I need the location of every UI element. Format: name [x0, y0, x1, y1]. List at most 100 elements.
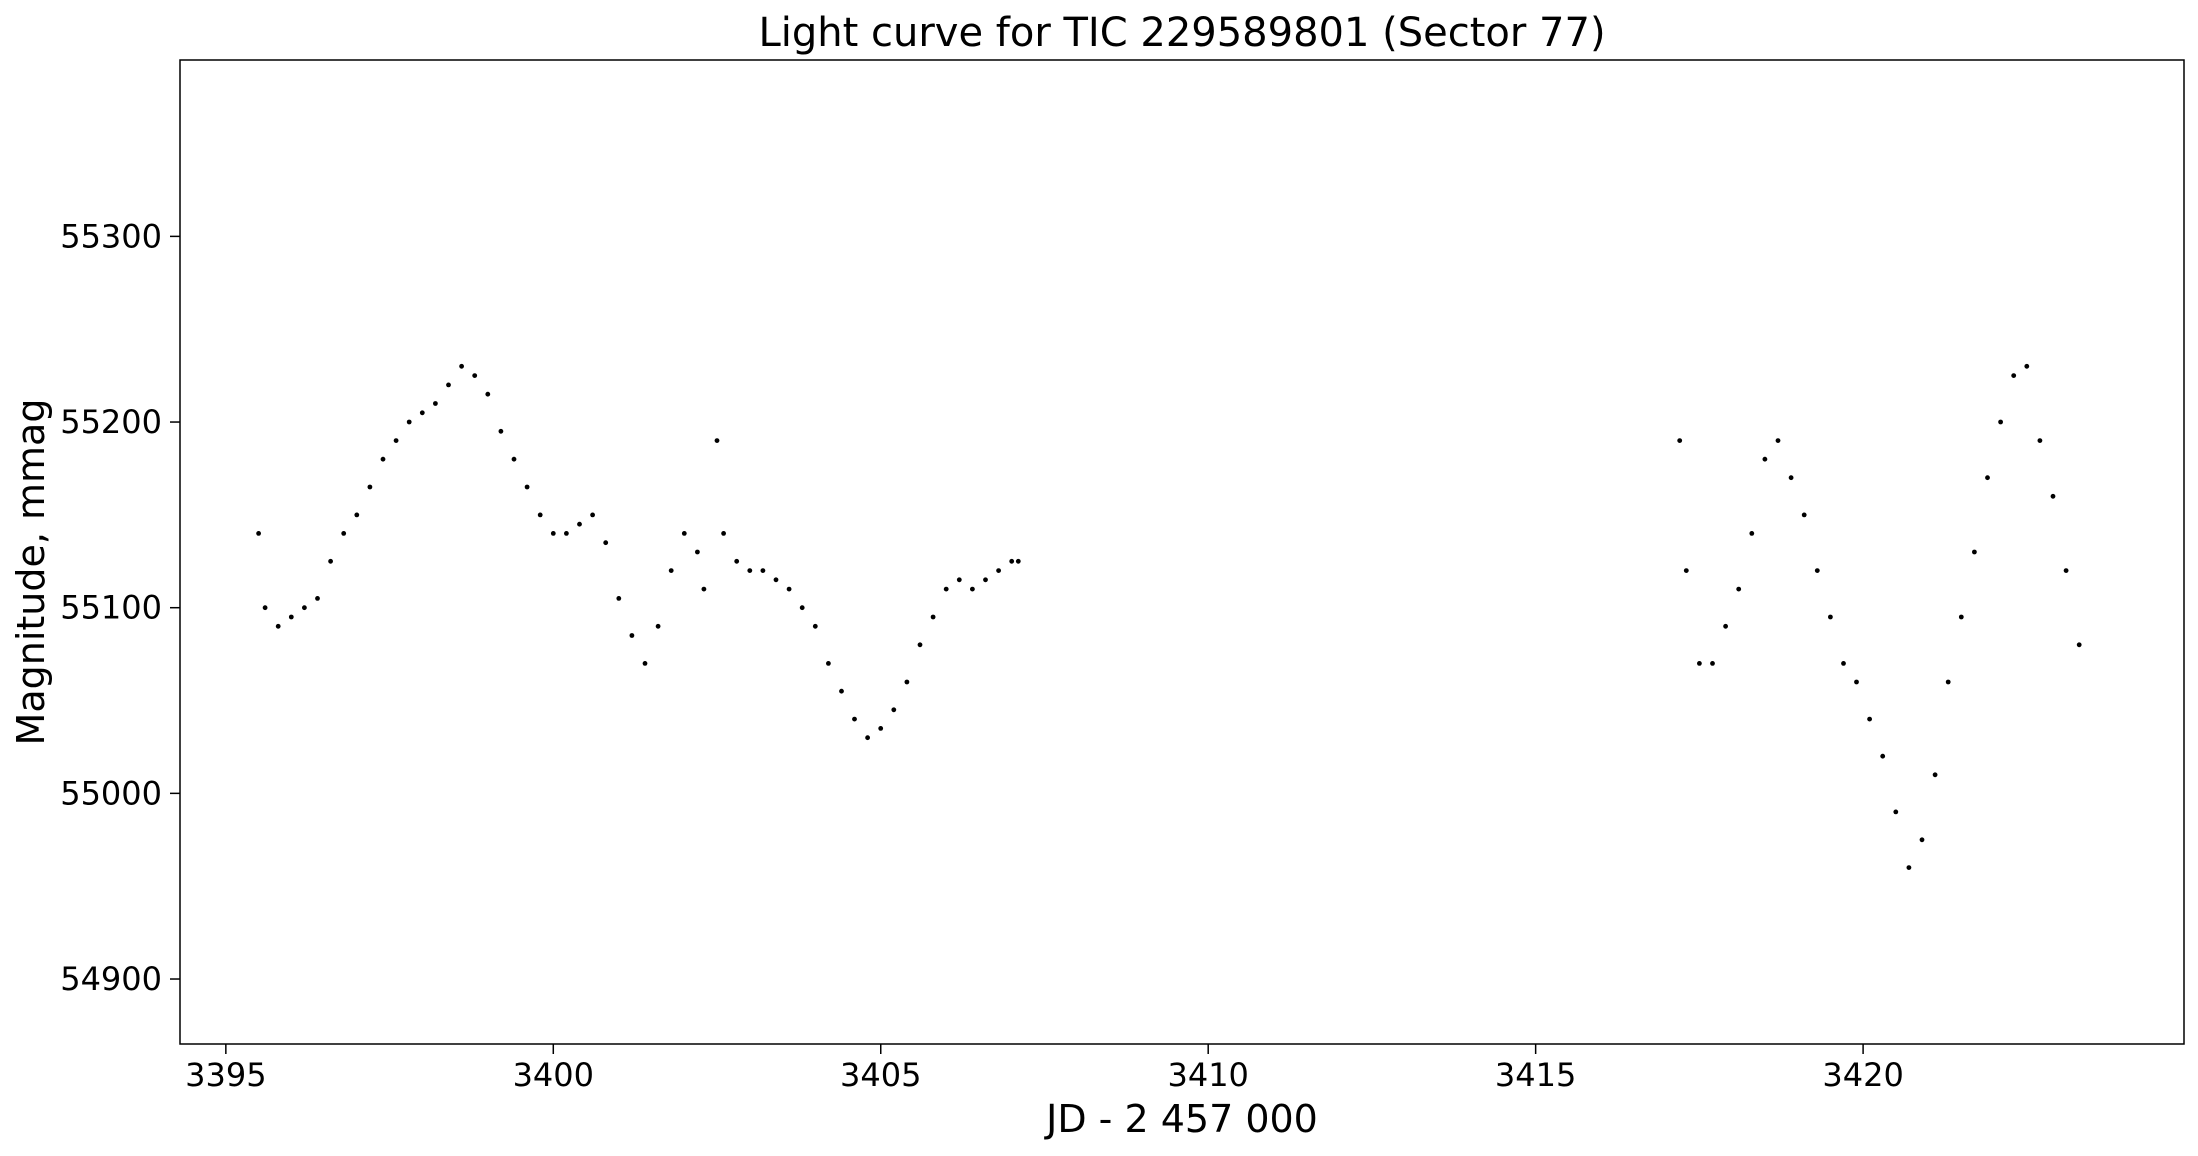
data-point [668, 568, 674, 573]
data-point [701, 586, 707, 592]
data-point [629, 633, 635, 638]
data-point [1009, 558, 1015, 564]
data-point [1880, 753, 1886, 759]
x-tick-label: 3405 [840, 1056, 921, 1094]
data-point [1762, 456, 1768, 462]
data-point [367, 484, 373, 490]
data-point [1932, 772, 1938, 778]
data-point [904, 679, 910, 685]
data-point [577, 521, 582, 527]
data-point [826, 661, 831, 666]
data-point [419, 410, 425, 416]
data-point [564, 531, 569, 536]
data-point [1985, 475, 1990, 481]
data-point [943, 586, 949, 592]
data-point [511, 456, 517, 462]
data-point [315, 596, 320, 601]
data-point [773, 577, 779, 583]
data-point [524, 484, 530, 490]
data-point [747, 568, 753, 573]
y-axis-label: Magnitude, mmag [9, 399, 53, 746]
data-point [603, 540, 609, 546]
data-point [2011, 373, 2017, 378]
x-tick-label: 3400 [513, 1056, 594, 1094]
y-tick-label: 55300 [60, 217, 162, 255]
data-points [256, 363, 2082, 870]
data-point [655, 623, 661, 629]
plot-frame [179, 59, 2185, 1045]
data-point [288, 614, 294, 620]
data-point [341, 531, 347, 536]
data-point [642, 661, 648, 666]
data-point [891, 707, 897, 713]
y-tick-label: 55200 [60, 403, 162, 441]
data-point [472, 373, 478, 378]
data-point [970, 586, 975, 592]
data-point [2063, 568, 2069, 573]
data-point [1683, 568, 1689, 573]
data-point [1841, 661, 1846, 666]
data-point [714, 438, 720, 443]
data-point [1788, 475, 1794, 481]
data-point [1697, 661, 1702, 666]
data-point [2024, 363, 2030, 369]
data-point [550, 531, 556, 536]
data-point [1972, 549, 1977, 555]
data-point [537, 512, 543, 518]
data-point [721, 531, 726, 536]
data-point [328, 558, 333, 564]
data-point [1854, 679, 1859, 685]
data-point [695, 549, 700, 555]
data-point [498, 428, 504, 434]
data-point [256, 531, 261, 536]
data-point [2037, 438, 2043, 443]
data-point [616, 596, 622, 601]
data-point [406, 419, 412, 425]
data-point [354, 512, 360, 518]
data-point [275, 623, 281, 629]
data-point [983, 577, 988, 583]
data-point [734, 558, 740, 564]
data-point [2076, 642, 2082, 648]
data-point [865, 735, 870, 741]
data-point [1015, 558, 1021, 564]
data-point [302, 605, 307, 611]
data-point [930, 614, 936, 620]
data-point [839, 688, 844, 694]
data-point [852, 716, 857, 722]
data-point [1814, 568, 1820, 573]
x-tick-label: 3395 [185, 1056, 266, 1094]
data-point [459, 363, 464, 369]
data-point [1867, 716, 1872, 722]
data-point [996, 568, 1001, 573]
data-point [262, 605, 268, 611]
data-point [393, 438, 399, 443]
data-point [1945, 679, 1951, 685]
chart-title: Light curve for TIC 229589801 (Sector 77… [758, 10, 1605, 56]
x-tick-label: 3420 [1822, 1056, 1903, 1094]
data-point [433, 401, 438, 406]
y-tick-label: 55000 [60, 774, 162, 812]
data-point [1677, 438, 1683, 443]
y-tick-label: 55100 [60, 589, 162, 627]
y-axis-ticks: 54900 55000 55100 55200 55300 [60, 217, 180, 998]
data-point [1723, 623, 1728, 629]
data-point [917, 642, 923, 648]
data-point [878, 726, 884, 731]
data-point [1958, 614, 1964, 620]
x-tick-label: 3415 [1495, 1056, 1576, 1094]
data-point [1775, 438, 1781, 443]
data-point [1919, 837, 1925, 843]
x-axis-ticks: 3395 3400 3405 3410 3415 3420 [185, 1044, 1904, 1094]
data-point [1906, 865, 1912, 870]
data-point [2050, 493, 2056, 499]
data-point [1893, 809, 1899, 815]
data-point [1736, 586, 1742, 592]
data-point [1998, 419, 2003, 425]
data-point [485, 391, 491, 397]
data-point [956, 577, 962, 583]
data-point [380, 456, 386, 462]
